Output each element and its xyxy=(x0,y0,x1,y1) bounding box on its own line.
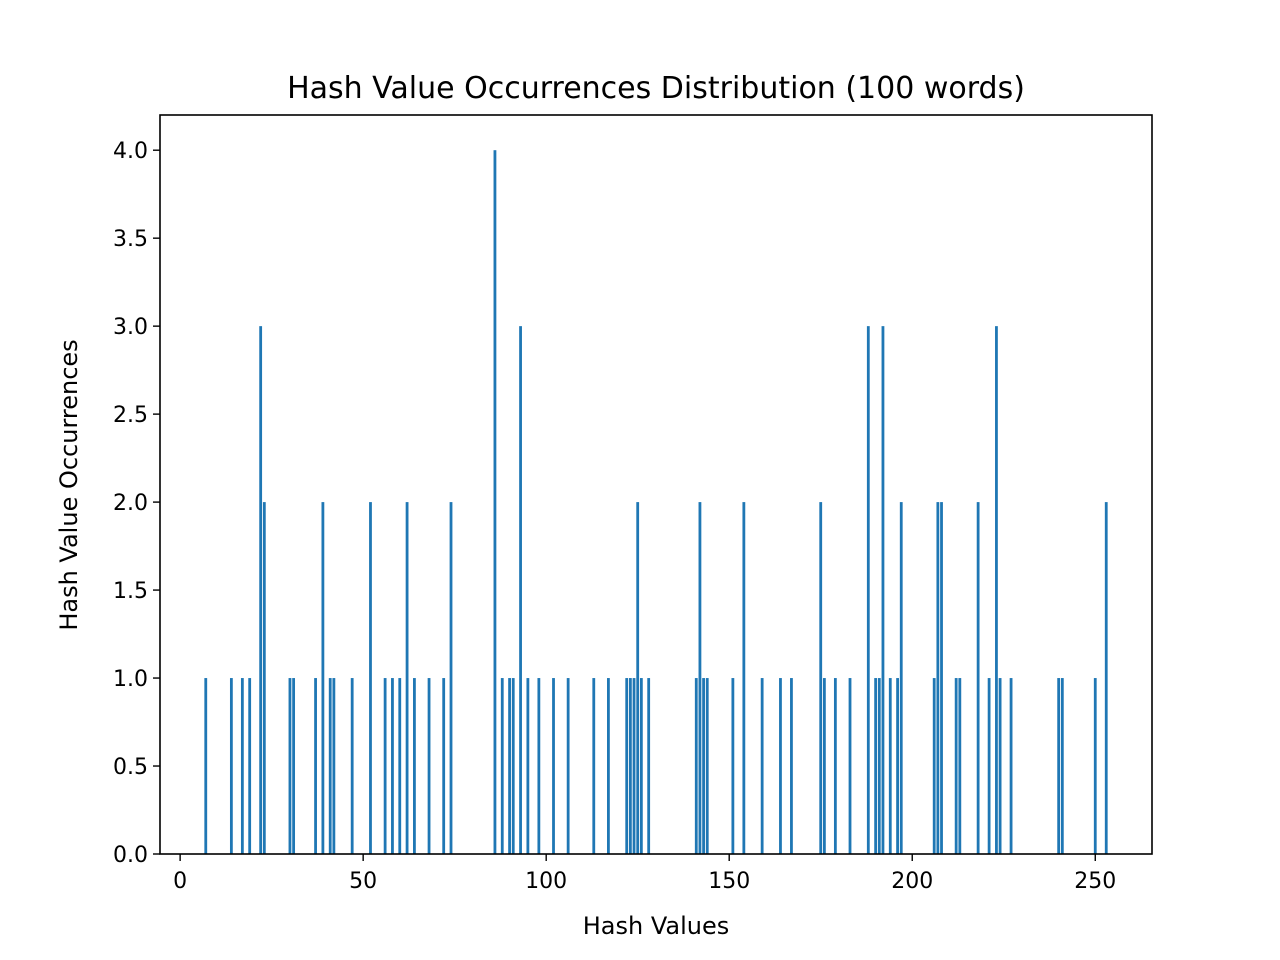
bar-hash-206 xyxy=(932,678,936,854)
y-tick-label: 2.5 xyxy=(113,403,148,428)
bar-hash-98 xyxy=(537,678,541,854)
bar-hash-60 xyxy=(398,678,402,854)
x-tick-label: 250 xyxy=(1074,869,1116,894)
bar-hash-42 xyxy=(332,678,336,854)
bar-hash-113 xyxy=(592,678,596,854)
bar-hash-19 xyxy=(248,678,252,854)
bar-hash-197 xyxy=(899,502,903,854)
y-tick-label: 3.5 xyxy=(113,227,148,252)
bar-hash-175 xyxy=(819,502,823,854)
bar-hash-125 xyxy=(636,502,640,854)
plot-frame xyxy=(159,114,1153,855)
bar-hash-52 xyxy=(369,502,372,854)
y-tick-label: 1.0 xyxy=(113,667,148,692)
bar-hash-241 xyxy=(1060,678,1064,854)
bar-hash-56 xyxy=(383,678,387,854)
bar-hash-30 xyxy=(288,678,292,854)
bar-hash-14 xyxy=(229,678,233,854)
y-tick-label: 4.0 xyxy=(113,139,148,164)
bar-hash-47 xyxy=(350,678,354,854)
bar-hash-122 xyxy=(625,678,629,854)
bar-hash-151 xyxy=(731,678,735,854)
bar-hash-144 xyxy=(705,678,709,854)
x-tick-label: 50 xyxy=(349,869,377,894)
bar-hash-207 xyxy=(936,502,940,854)
bar-hash-223 xyxy=(995,326,998,854)
y-tick-label: 2.0 xyxy=(113,491,148,516)
bar-hash-117 xyxy=(607,678,610,854)
bar-hash-64 xyxy=(413,678,416,854)
bar-hash-91 xyxy=(511,678,515,854)
bar-hash-31 xyxy=(292,678,296,854)
bar-hash-167 xyxy=(790,678,793,854)
bar-hash-191 xyxy=(877,678,881,854)
bar-hash-22 xyxy=(259,326,263,854)
y-axis-label: Hash Value Occurrences xyxy=(55,339,83,630)
bar-hash-208 xyxy=(940,502,943,854)
bar-hash-7 xyxy=(204,678,208,854)
bar-hash-196 xyxy=(896,678,899,854)
chart-title: Hash Value Occurrences Distribution (100… xyxy=(287,71,1025,106)
y-tick-label: 3.0 xyxy=(113,315,148,340)
bar-hash-126 xyxy=(639,678,643,854)
x-tick-label: 200 xyxy=(891,869,933,894)
bar-hash-159 xyxy=(760,678,764,854)
y-tick-label: 0.5 xyxy=(113,755,148,780)
bar-hash-218 xyxy=(976,502,980,854)
bar-hash-39 xyxy=(321,502,325,854)
bar-hash-250 xyxy=(1093,678,1097,854)
bar-hash-41 xyxy=(328,678,332,854)
bar-hash-17 xyxy=(240,678,244,854)
bar-hash-213 xyxy=(958,678,962,854)
bar-hash-124 xyxy=(632,678,636,854)
bar-hash-164 xyxy=(779,678,782,854)
bar-hash-188 xyxy=(866,326,870,854)
bar-group xyxy=(204,150,1108,854)
bar-hash-240 xyxy=(1057,678,1061,854)
bar-hash-190 xyxy=(874,678,878,854)
bar-hash-102 xyxy=(552,678,555,854)
bar-hash-86 xyxy=(493,150,497,854)
bar-hash-142 xyxy=(698,502,702,854)
bar-hash-106 xyxy=(566,678,570,854)
bar-hash-93 xyxy=(519,326,522,854)
x-tick-label: 150 xyxy=(708,869,750,894)
y-axis-ticks: 0.0 0.5 1.0 1.5 2.0 2.5 3.0 3.5 4.0 xyxy=(113,139,160,868)
bar-hash-128 xyxy=(647,678,651,854)
x-axis-ticks: 0 50 100 150 200 250 xyxy=(173,854,1116,894)
bar-hash-176 xyxy=(822,678,826,854)
bar-hash-90 xyxy=(508,678,511,854)
bar-hash-221 xyxy=(987,678,991,854)
bar-hash-253 xyxy=(1104,502,1108,854)
x-tick-label: 100 xyxy=(525,869,567,894)
x-tick-label: 0 xyxy=(173,869,187,894)
bar-hash-141 xyxy=(694,678,698,854)
bar-hash-212 xyxy=(954,678,958,854)
bar-hash-123 xyxy=(628,678,632,854)
bar-hash-88 xyxy=(500,678,504,854)
bar-hash-227 xyxy=(1009,678,1013,854)
x-axis-label: Hash Values xyxy=(583,912,730,940)
bar-hash-95 xyxy=(526,678,530,854)
bar-hash-72 xyxy=(442,678,446,854)
bar-hash-224 xyxy=(998,678,1002,854)
bar-hash-68 xyxy=(427,678,431,854)
bar-hash-179 xyxy=(833,678,837,854)
bar-hash-183 xyxy=(848,678,852,854)
bar-hash-154 xyxy=(742,502,746,854)
bar-hash-192 xyxy=(881,326,885,854)
bar-hash-62 xyxy=(405,502,409,854)
bar-hash-74 xyxy=(449,502,453,854)
y-tick-label: 1.5 xyxy=(113,579,148,604)
bar-hash-143 xyxy=(702,678,705,854)
bar-hash-194 xyxy=(888,678,892,854)
bar-hash-58 xyxy=(391,678,394,854)
bar-hash-23 xyxy=(262,502,266,854)
y-tick-label: 0.0 xyxy=(113,843,148,868)
bar-hash-37 xyxy=(314,678,317,854)
